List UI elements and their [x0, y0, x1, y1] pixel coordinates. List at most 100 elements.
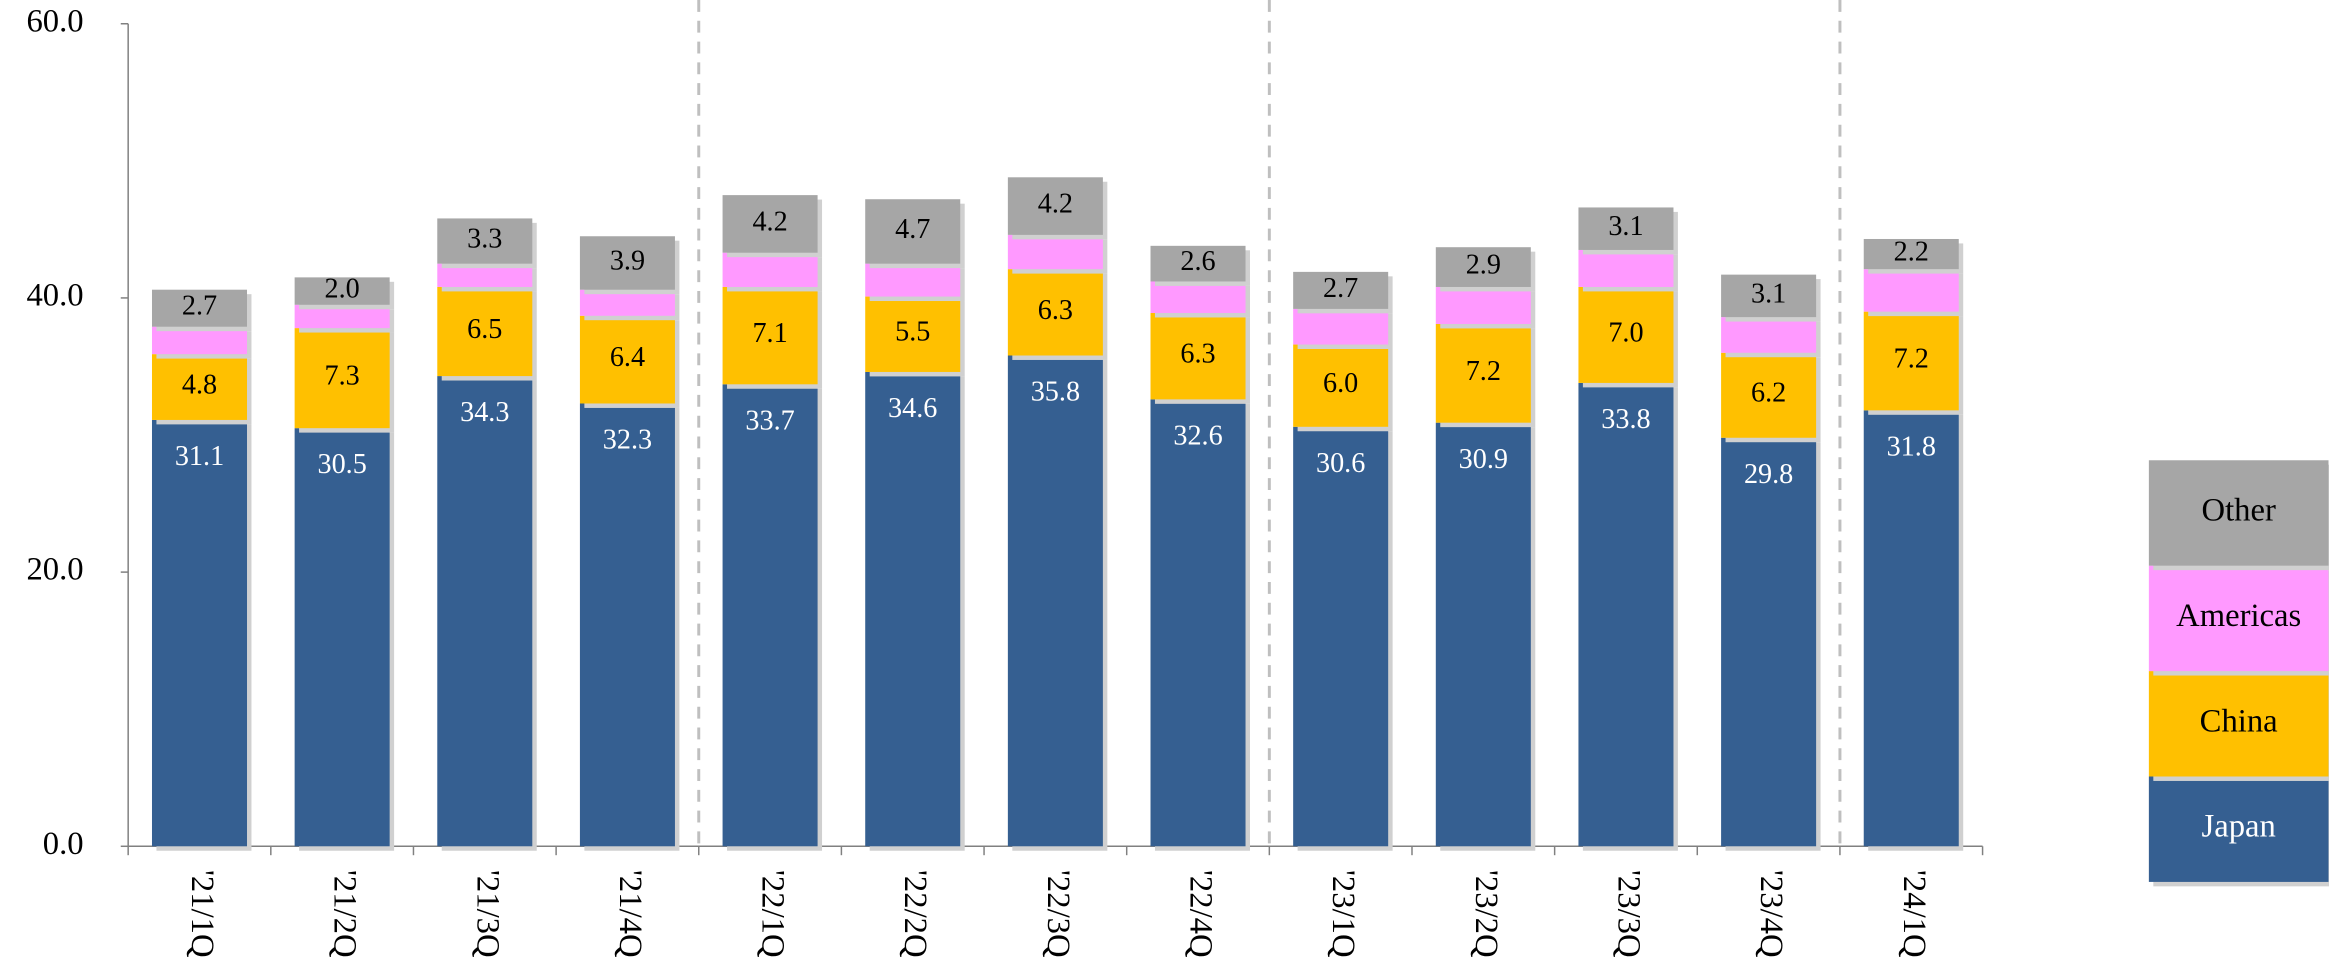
bar-segment — [1293, 308, 1389, 345]
bar-segment — [722, 195, 818, 253]
bar-segment — [1578, 382, 1674, 847]
value-label: 6.0 — [1323, 368, 1358, 399]
value-label: 7.2 — [1894, 343, 1929, 374]
value-label: 4.2 — [752, 206, 787, 237]
bar-segment — [294, 277, 390, 305]
bar-segment — [1293, 344, 1389, 427]
bar-segment — [722, 384, 818, 847]
bar-segment — [151, 419, 248, 847]
y-tick-label: 0.0 — [43, 826, 84, 862]
x-tick-label: '23/1Q — [1325, 870, 1361, 958]
legend-label: China — [2200, 703, 2279, 739]
value-label: 3.1 — [1751, 278, 1786, 309]
value-label: 3.1 — [1608, 211, 1643, 242]
bar-segment — [1007, 355, 1103, 847]
value-label: 6.3 — [1180, 339, 1215, 370]
x-tick-label: '21/3Q — [469, 870, 505, 958]
bar-segment — [865, 199, 961, 264]
value-label: 4.7 — [895, 214, 930, 245]
value-label: 35.8 — [1031, 377, 1080, 408]
bar-segment — [294, 304, 390, 329]
value-label: 31.8 — [1887, 431, 1936, 462]
value-label: 7.1 — [752, 318, 787, 349]
bar-segment — [1150, 281, 1246, 314]
bar-segment — [865, 371, 961, 847]
bar-segment — [1293, 271, 1389, 309]
x-tick-label: '23/4Q — [1753, 870, 1789, 958]
legend-swatch — [2148, 460, 2329, 566]
legend-label: Japan — [2202, 809, 2276, 845]
value-label: 2.7 — [1323, 273, 1358, 304]
bar-segment — [579, 315, 675, 404]
x-tick-label: '23/3Q — [1610, 870, 1646, 958]
x-tick-label: '23/2Q — [1468, 870, 1504, 958]
value-label: 4.8 — [182, 370, 217, 401]
bar-segment — [1863, 269, 1959, 312]
bar-segment — [1150, 313, 1246, 400]
value-label: 32.6 — [1173, 420, 1222, 451]
x-tick-label: '21/1Q — [184, 870, 220, 958]
value-label: 30.9 — [1459, 444, 1508, 475]
y-tick-label: 40.0 — [26, 277, 83, 313]
bar-segment — [1007, 177, 1103, 235]
x-tick-label: '22/3Q — [1040, 870, 1076, 958]
bar-segment — [437, 286, 533, 377]
value-label: 5.5 — [895, 317, 930, 348]
x-tick-label: '22/2Q — [897, 870, 933, 958]
bar-segment — [865, 296, 961, 372]
value-label: 33.7 — [745, 405, 794, 436]
legend-swatch — [2148, 776, 2329, 882]
legend-swatch — [2148, 671, 2329, 777]
y-tick-label: 60.0 — [26, 3, 83, 39]
value-label: 34.6 — [888, 393, 937, 424]
value-label: 6.3 — [1038, 295, 1073, 326]
y-tick-label: 20.0 — [26, 552, 83, 588]
bar-segment — [1578, 207, 1674, 250]
bar-segment — [1435, 286, 1531, 324]
bar-segment — [1293, 426, 1389, 847]
value-label: 3.9 — [610, 245, 645, 276]
value-label: 2.0 — [325, 274, 360, 305]
value-label: 6.5 — [467, 314, 502, 345]
bar-segment — [1578, 249, 1674, 287]
x-tick-label: '21/2Q — [327, 870, 363, 958]
legend-label: Americas — [2176, 598, 2301, 634]
value-label: 7.0 — [1608, 317, 1643, 348]
value-label: 6.4 — [610, 342, 645, 373]
x-tick-label: '24/1Q — [1896, 870, 1932, 958]
x-tick-label: '22/1Q — [755, 870, 791, 958]
value-label: 7.2 — [1466, 356, 1501, 387]
value-label: 29.8 — [1744, 459, 1793, 490]
bar-segment — [151, 289, 248, 327]
bar-segment — [1435, 323, 1531, 423]
value-label: 30.6 — [1316, 448, 1365, 479]
bar-segment — [1721, 274, 1817, 318]
bar-segment — [437, 263, 533, 287]
bar-segment — [1721, 317, 1817, 353]
bar-segment — [1863, 410, 1959, 847]
bar-segment — [1435, 422, 1531, 847]
bar-segment — [437, 218, 533, 264]
bar-segment — [579, 236, 675, 290]
value-label: 32.3 — [603, 425, 652, 456]
value-label: 34.3 — [460, 397, 509, 428]
bar-segment — [1007, 234, 1103, 270]
value-label: 2.6 — [1180, 246, 1215, 277]
value-label: 3.3 — [467, 224, 502, 255]
bar-segment — [722, 286, 818, 385]
bar-segment — [865, 263, 961, 297]
bar-segment — [1150, 399, 1246, 847]
bar-segment — [151, 354, 248, 420]
bar-segment — [1721, 437, 1817, 847]
value-label: 33.8 — [1601, 404, 1650, 435]
x-tick-label: '22/4Q — [1183, 870, 1219, 958]
bar-segment — [294, 428, 390, 847]
legend-swatch — [2148, 565, 2329, 672]
bar-segment — [1721, 352, 1817, 438]
bar-segment — [437, 376, 533, 847]
bar-segment — [151, 326, 248, 355]
bar-segment — [294, 328, 390, 429]
bar-segment — [1150, 245, 1246, 282]
bar-segment — [579, 403, 675, 847]
